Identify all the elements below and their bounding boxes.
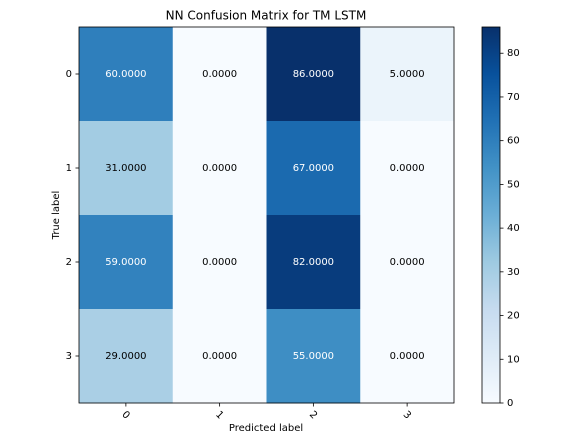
colorbar-tick-label: 80 xyxy=(507,48,520,59)
colorbar-tick-label: 10 xyxy=(507,354,520,365)
heatmap-cell xyxy=(79,309,174,404)
plot-frame xyxy=(78,26,455,404)
colorbar-tick-label: 60 xyxy=(507,136,520,147)
x-tick-label: 2 xyxy=(307,409,319,421)
heatmap-cell xyxy=(360,215,455,310)
cell-label: 55.0000 xyxy=(293,351,334,362)
colorbar-tick-label: 50 xyxy=(507,179,520,190)
cell-label: 0.0000 xyxy=(202,163,237,174)
colorbar-tick-label: 40 xyxy=(507,223,520,234)
colorbar-tick-label: 20 xyxy=(507,311,520,322)
heatmap-cell xyxy=(266,121,361,216)
cell-label: 59.0000 xyxy=(105,257,146,268)
y-tick-label: 1 xyxy=(66,163,72,174)
heatmap-cell xyxy=(266,215,361,310)
cell-label: 0.0000 xyxy=(202,69,237,80)
heatmap-cell xyxy=(172,27,267,122)
cell-label: 0.0000 xyxy=(390,163,425,174)
y-axis-label: True label xyxy=(51,191,62,241)
cell-label: 67.0000 xyxy=(293,163,334,174)
cell-label: 60.0000 xyxy=(105,69,146,80)
y-tick-label: 2 xyxy=(66,257,72,268)
heatmap-cell xyxy=(172,215,267,310)
heatmap-cell xyxy=(266,309,361,404)
cell-label: 0.0000 xyxy=(390,351,425,362)
heatmap-cell xyxy=(79,215,174,310)
heatmap-cell xyxy=(266,27,361,122)
cell-label: 0.0000 xyxy=(202,257,237,268)
heatmap-cell xyxy=(360,121,455,216)
heatmap-cell xyxy=(172,121,267,216)
x-axis-label: Predicted label xyxy=(229,423,303,432)
y-tick-label: 3 xyxy=(66,351,72,362)
cell-label: 29.0000 xyxy=(105,351,146,362)
heatmap-cell xyxy=(79,121,174,216)
colorbar xyxy=(481,26,501,404)
y-tick-label: 0 xyxy=(66,69,72,80)
colorbar-tick-label: 70 xyxy=(507,92,520,103)
x-tick-label: 1 xyxy=(213,409,225,421)
heatmap-cell xyxy=(79,27,174,122)
colorbar-tick-label: 30 xyxy=(507,267,520,278)
cell-label: 0.0000 xyxy=(202,351,237,362)
x-tick-label: 0 xyxy=(119,409,131,421)
heatmap-cell xyxy=(172,309,267,404)
chart-title: NN Confusion Matrix for TM LSTM xyxy=(166,9,367,23)
x-tick-label: 3 xyxy=(401,409,413,421)
cell-label: 31.0000 xyxy=(105,163,146,174)
cell-label: 82.0000 xyxy=(293,257,334,268)
heatmap-cell xyxy=(360,309,455,404)
cell-label: 0.0000 xyxy=(390,257,425,268)
cell-label: 5.0000 xyxy=(390,69,425,80)
colorbar-tick-label: 0 xyxy=(507,398,513,409)
cell-label: 86.0000 xyxy=(293,69,334,80)
heatmap-cell xyxy=(360,27,455,122)
